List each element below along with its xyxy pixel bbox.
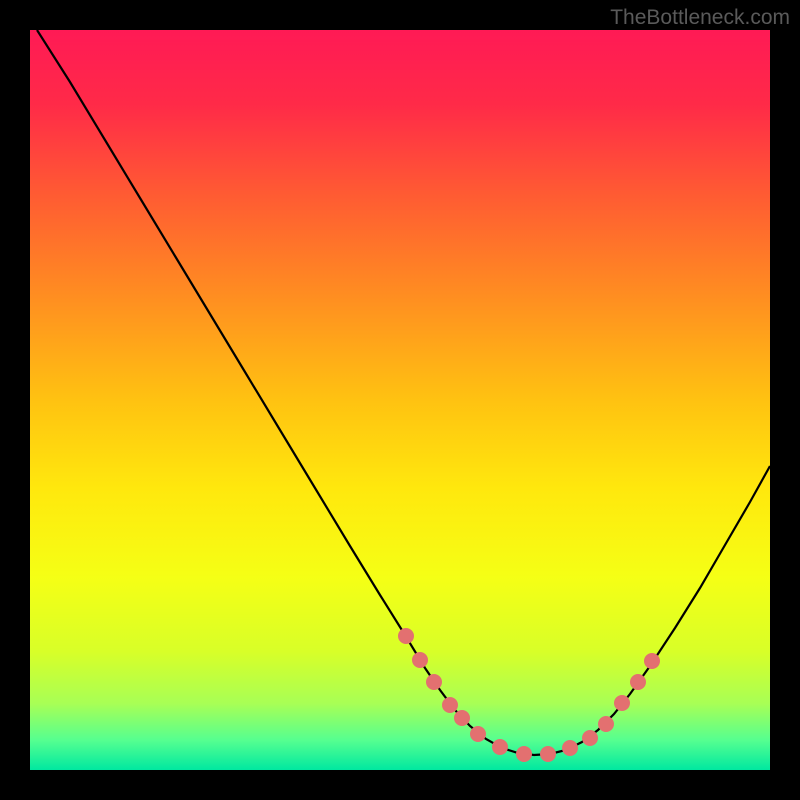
data-marker	[645, 654, 660, 669]
data-marker	[399, 629, 414, 644]
data-marker	[493, 740, 508, 755]
data-marker	[455, 711, 470, 726]
data-marker	[471, 727, 486, 742]
data-marker	[599, 717, 614, 732]
data-marker	[413, 653, 428, 668]
watermark-text: TheBottleneck.com	[610, 6, 790, 30]
data-marker	[615, 696, 630, 711]
data-marker	[541, 747, 556, 762]
data-marker	[427, 675, 442, 690]
data-marker	[583, 731, 598, 746]
data-marker	[563, 741, 578, 756]
data-marker	[631, 675, 646, 690]
chart-plot-area	[30, 30, 770, 770]
data-marker	[443, 698, 458, 713]
bottleneck-curve	[30, 30, 770, 770]
data-marker	[517, 747, 532, 762]
